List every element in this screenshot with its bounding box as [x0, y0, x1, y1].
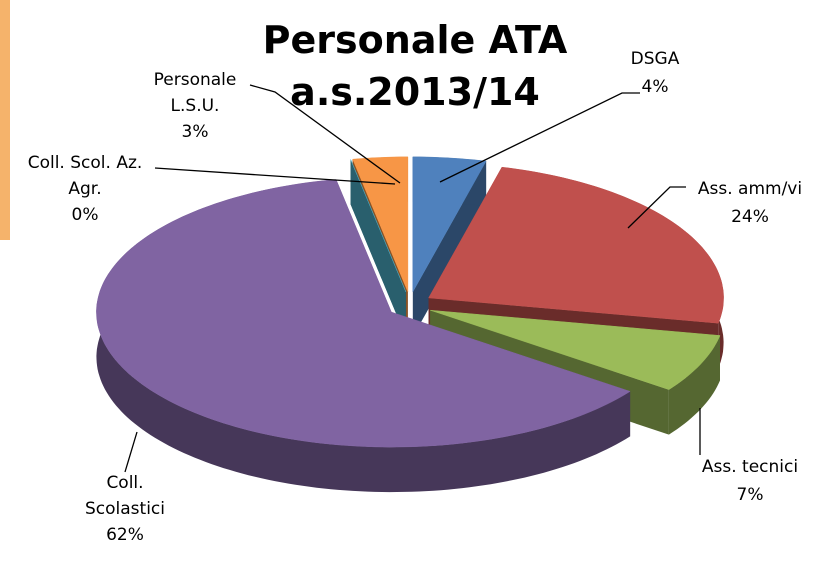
- pie-slice: [96, 179, 631, 493]
- slice-value-label: 4%: [641, 77, 669, 97]
- leader-line: [154, 167, 396, 185]
- leader-line: [249, 84, 401, 184]
- slice-label: Personale L.S.U.: [153, 70, 237, 116]
- slice-side: [668, 335, 720, 435]
- slice-label: Coll. Scol. Az. Agr.: [27, 153, 143, 199]
- slice-side: [350, 159, 406, 337]
- slice-value-label: 7%: [736, 485, 764, 505]
- slice-value-label: 3%: [181, 122, 209, 142]
- leader-line: [439, 92, 640, 183]
- slice-top: [430, 309, 721, 390]
- chart-title: Personale ATA a.s.2013/14: [262, 18, 568, 114]
- slice-value-label: 62%: [106, 525, 144, 545]
- slice-top: [352, 156, 409, 292]
- pie-slice: [350, 159, 407, 337]
- slice-label: Coll. Scolastici: [85, 473, 165, 519]
- slice-label: DSGA: [630, 49, 680, 69]
- slice-top: [96, 179, 631, 448]
- slice-top: [350, 159, 407, 293]
- slice-value-label: 24%: [731, 207, 769, 227]
- slice-label: Ass. amm/vi: [697, 179, 803, 199]
- slice-value-label: 0%: [71, 205, 99, 225]
- leader-line: [627, 186, 686, 229]
- clipped-table-edge: [0, 0, 10, 240]
- slice-top: [428, 166, 724, 324]
- slice-side: [96, 179, 631, 493]
- slice-top: [412, 156, 487, 293]
- slice-label: Ass. tecnici: [701, 457, 799, 477]
- leader-line: [124, 431, 138, 473]
